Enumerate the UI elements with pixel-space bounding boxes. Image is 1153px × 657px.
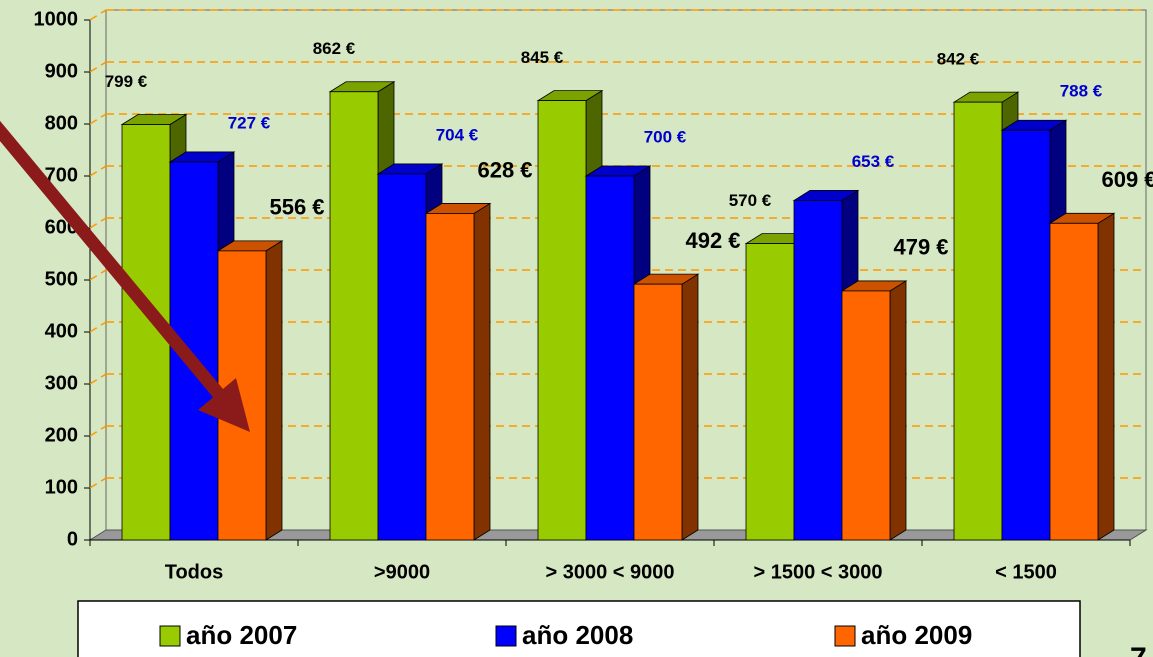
bar — [632, 273, 700, 541]
value-label: 609 € — [1101, 167, 1153, 192]
bar-front — [745, 243, 795, 541]
bar-front — [329, 91, 379, 541]
bar — [840, 280, 908, 541]
value-label: 556 € — [269, 195, 324, 220]
bar-front — [841, 290, 891, 541]
legend-label: año 2008 — [522, 620, 633, 650]
bar-side — [681, 273, 699, 541]
bar-side — [473, 202, 491, 541]
grid-line — [89, 425, 107, 437]
grid-line — [89, 9, 107, 21]
x-tick-label: >9000 — [374, 561, 430, 583]
bar-front — [585, 175, 635, 541]
bar-side — [889, 280, 907, 541]
y-tick-label: 0 — [67, 528, 78, 550]
arrow-shaft — [0, 120, 227, 403]
bar — [1048, 212, 1116, 541]
grid-line — [89, 61, 107, 73]
x-tick-label: > 3000 < 9000 — [545, 561, 674, 583]
grid-line — [89, 321, 107, 333]
x-tick-label: Todos — [165, 561, 224, 583]
value-label: 727 € — [228, 113, 271, 132]
legend-swatch — [834, 625, 856, 647]
arrow-head — [198, 378, 250, 432]
y-tick-label: 1000 — [34, 8, 79, 30]
y-tick-label: 300 — [45, 372, 78, 394]
bar — [424, 202, 492, 541]
bar-front — [633, 283, 683, 541]
value-label: 799 € — [105, 72, 148, 91]
grid-line — [89, 165, 107, 177]
slide-number: 7 — [1130, 642, 1147, 657]
y-tick-label: 900 — [45, 60, 78, 82]
value-label: 862 € — [313, 39, 356, 58]
value-label: 492 € — [685, 228, 740, 253]
y-tick-label: 200 — [45, 424, 78, 446]
bar-front — [1049, 222, 1099, 541]
legend-swatch — [495, 625, 517, 647]
bar-front — [425, 213, 475, 541]
x-tick-label: > 1500 < 3000 — [753, 561, 882, 583]
bar-side — [1097, 212, 1115, 541]
bar-front — [377, 173, 427, 541]
value-label: 479 € — [893, 235, 948, 260]
y-tick-label: 800 — [45, 112, 78, 134]
y-tick-label: 400 — [45, 320, 78, 342]
bar-side — [265, 240, 283, 541]
grid-line — [89, 217, 107, 229]
value-label: 845 € — [521, 48, 564, 67]
grid-line — [89, 269, 107, 281]
legend-box — [77, 600, 1081, 657]
y-tick-label: 700 — [45, 164, 78, 186]
x-tick-label: < 1500 — [995, 561, 1057, 583]
grid-line — [89, 113, 107, 125]
value-label: 704 € — [436, 125, 479, 144]
legend-swatch — [159, 625, 181, 647]
bar-front — [537, 100, 587, 541]
value-label: 700 € — [644, 127, 687, 146]
y-tick-label: 100 — [45, 476, 78, 498]
legend-label: año 2007 — [186, 620, 297, 650]
grid-line — [89, 373, 107, 385]
value-label: 570 € — [729, 191, 772, 210]
value-label: 788 € — [1060, 82, 1103, 101]
bar-front — [793, 200, 843, 541]
y-tick-label: 500 — [45, 268, 78, 290]
bar-front — [1001, 129, 1051, 541]
value-label: 653 € — [852, 152, 895, 171]
value-label: 628 € — [477, 157, 532, 182]
grid-line — [89, 477, 107, 489]
bar-front — [953, 101, 1003, 541]
legend-label: año 2009 — [861, 620, 972, 650]
value-label: 842 € — [937, 50, 980, 69]
